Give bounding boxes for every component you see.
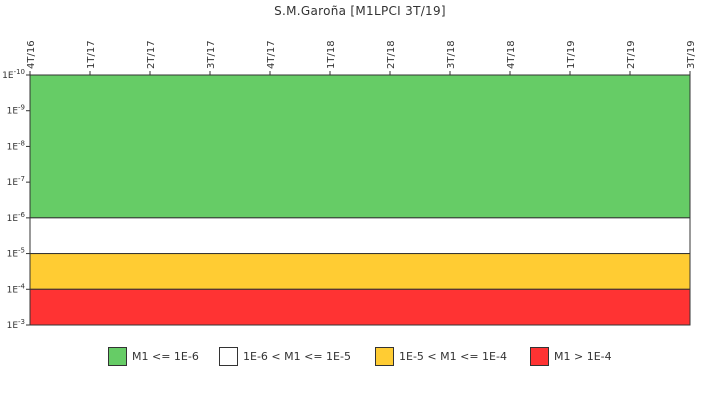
band-0: [29, 74, 691, 219]
x-tick-label: 3T/17: [206, 40, 217, 69]
plot-frame: [29, 74, 691, 326]
band-1: [29, 217, 691, 255]
legend-swatch: [219, 346, 238, 366]
y-tick-label: 1E-4: [7, 282, 26, 295]
legend-item: 1E-5 < M1 <= 1E-4: [375, 345, 507, 367]
legend-swatch: [108, 346, 127, 366]
y-tick-label: 1E-7: [7, 175, 25, 188]
x-tick-label: 2T/17: [146, 40, 157, 69]
x-tick-label: 4T/17: [266, 40, 277, 69]
legend-swatch: [530, 346, 549, 366]
x-tick-label: 3T/18: [446, 40, 457, 69]
x-tick-label: 1T/18: [326, 40, 337, 69]
x-tick-label: 4T/16: [26, 40, 37, 69]
legend-label: 1E-6 < M1 <= 1E-5: [243, 349, 351, 363]
x-tick-label: 2T/19: [626, 40, 637, 69]
legend-item: M1 > 1E-4: [530, 345, 612, 367]
y-tick-label: 1E-10: [2, 68, 25, 81]
legend-item: 1E-6 < M1 <= 1E-5: [219, 345, 351, 367]
chart-title: S.M.Garoña [M1LPCI 3T/19]: [274, 4, 446, 18]
y-tick-label: 1E-8: [7, 139, 25, 152]
y-tick-label: 1E-5: [7, 247, 25, 260]
x-tick-label: 1T/17: [86, 40, 97, 69]
legend-item: M1 <= 1E-6: [108, 345, 199, 367]
band-3: [29, 288, 691, 326]
x-tick-label: 1T/19: [566, 40, 577, 69]
y-tick-label: 1E-9: [7, 104, 25, 117]
legend-label: M1 > 1E-4: [554, 349, 612, 363]
x-tick-label: 2T/18: [386, 40, 397, 69]
legend-swatch: [375, 346, 394, 366]
x-tick-label: 3T/19: [686, 40, 697, 69]
y-tick-label: 1E-6: [7, 211, 26, 224]
legend-label: M1 <= 1E-6: [132, 349, 199, 363]
x-tick-label: 4T/18: [506, 40, 517, 69]
legend-label: 1E-5 < M1 <= 1E-4: [399, 349, 507, 363]
band-2: [29, 253, 691, 290]
legend: M1 <= 1E-6 1E-6 < M1 <= 1E-5 1E-5 < M1 <= …: [0, 345, 720, 367]
y-tick-label: 1E-3: [7, 318, 25, 331]
